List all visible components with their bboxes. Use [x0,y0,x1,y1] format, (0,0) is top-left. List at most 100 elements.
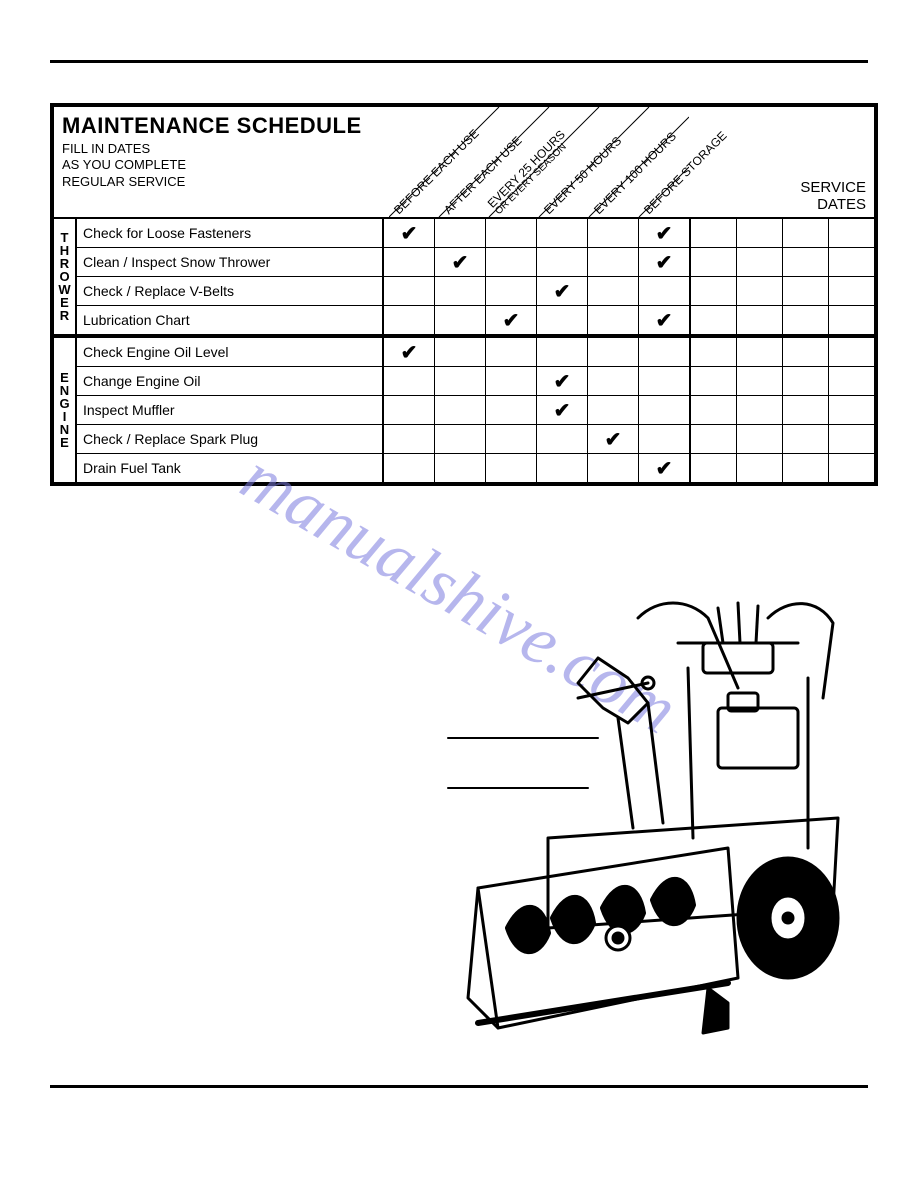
rule-bottom [50,1085,868,1088]
service-date-cell [829,367,874,395]
check-cell [435,367,486,395]
check-cell [588,306,639,334]
check-cell [435,454,486,482]
check-cell [384,277,435,305]
task-label: Clean / Inspect Snow Thrower [77,248,384,276]
service-date-cell [691,338,737,366]
schedule-subtitle: FILL IN DATES AS YOU COMPLETE REGULAR SE… [62,141,381,190]
check-cell [639,277,691,305]
service-date-cell [691,219,737,247]
check-cell [537,338,588,366]
check-cell [486,396,537,424]
service-date-cell [737,367,783,395]
check-cell [588,367,639,395]
task-row: Check for Loose Fasteners✔✔ [77,219,874,248]
check-cell: ✔ [486,306,537,334]
service-date-cell [691,277,737,305]
task-row: Lubrication Chart ✔ ✔ [77,306,874,334]
check-cell [639,425,691,453]
service-date-cell [691,425,737,453]
check-cell: ✔ [639,306,691,334]
schedule-title: MAINTENANCE SCHEDULE [62,113,381,139]
maintenance-schedule-box: MAINTENANCE SCHEDULE FILL IN DATES AS YO… [50,103,878,486]
service-dates-header: SERVICE DATES [689,107,874,217]
check-cell [486,425,537,453]
check-cell [435,425,486,453]
column-header: BEFORE EACH USE [391,126,482,217]
snow-thrower-illustration [428,588,848,1058]
check-cell [486,248,537,276]
check-cell: ✔ [384,219,435,247]
service-date-cell [737,454,783,482]
check-cell [384,454,435,482]
service-date-cell [737,248,783,276]
service-date-cell [691,454,737,482]
check-cell: ✔ [639,219,691,247]
check-cell: ✔ [639,454,691,482]
check-cell [486,367,537,395]
check-cell: ✔ [384,338,435,366]
service-date-cell [829,454,874,482]
check-cell [384,396,435,424]
service-date-cell [783,219,829,247]
check-cell: ✔ [537,277,588,305]
service-date-cell [829,306,874,334]
task-label: Check Engine Oil Level [77,338,384,366]
task-label: Check / Replace V-Belts [77,277,384,305]
section: THROWERCheck for Loose Fasteners✔✔Clean … [54,219,874,338]
check-cell [486,338,537,366]
service-date-cell [783,248,829,276]
service-date-cell [691,306,737,334]
service-date-cell [829,219,874,247]
service-date-cell [737,219,783,247]
check-cell [435,219,486,247]
service-date-cell [829,248,874,276]
schedule-body: THROWERCheck for Loose Fasteners✔✔Clean … [54,219,874,482]
check-cell [588,219,639,247]
check-cell [384,367,435,395]
rule-top [50,60,868,63]
task-row: Check / Replace V-Belts ✔ [77,277,874,306]
section: ENGINECheck Engine Oil Level✔Change Engi… [54,338,874,482]
check-cell [639,338,691,366]
check-cell: ✔ [537,367,588,395]
service-date-cell [783,454,829,482]
service-date-cell [691,367,737,395]
check-cell [384,306,435,334]
check-cell [435,306,486,334]
task-row: Check / Replace Spark Plug✔ [77,425,874,454]
check-cell [588,248,639,276]
schedule-header: MAINTENANCE SCHEDULE FILL IN DATES AS YO… [54,107,874,219]
service-date-cell [691,248,737,276]
schedule-title-block: MAINTENANCE SCHEDULE FILL IN DATES AS YO… [54,107,389,217]
check-cell [588,396,639,424]
service-date-cell [783,338,829,366]
service-date-cell [829,425,874,453]
service-date-cell [737,338,783,366]
task-label: Check for Loose Fasteners [77,219,384,247]
check-cell [435,277,486,305]
service-date-cell [783,396,829,424]
task-label: Drain Fuel Tank [77,454,384,482]
task-label: Check / Replace Spark Plug [77,425,384,453]
check-cell [384,248,435,276]
check-cell [639,396,691,424]
service-date-cell [783,277,829,305]
service-date-cell [783,425,829,453]
task-row: Check Engine Oil Level✔ [77,338,874,367]
check-cell [588,277,639,305]
service-date-cell [829,338,874,366]
task-label: Lubrication Chart [77,306,384,334]
service-date-cell [691,396,737,424]
check-cell [588,338,639,366]
service-date-cell [783,306,829,334]
page: MAINTENANCE SCHEDULE FILL IN DATES AS YO… [0,0,918,1188]
check-cell [537,248,588,276]
check-cell [537,306,588,334]
service-date-cell [737,277,783,305]
check-cell [435,338,486,366]
service-date-cell [829,277,874,305]
check-cell [588,454,639,482]
check-cell [537,219,588,247]
task-row: Inspect Muffler✔ [77,396,874,425]
